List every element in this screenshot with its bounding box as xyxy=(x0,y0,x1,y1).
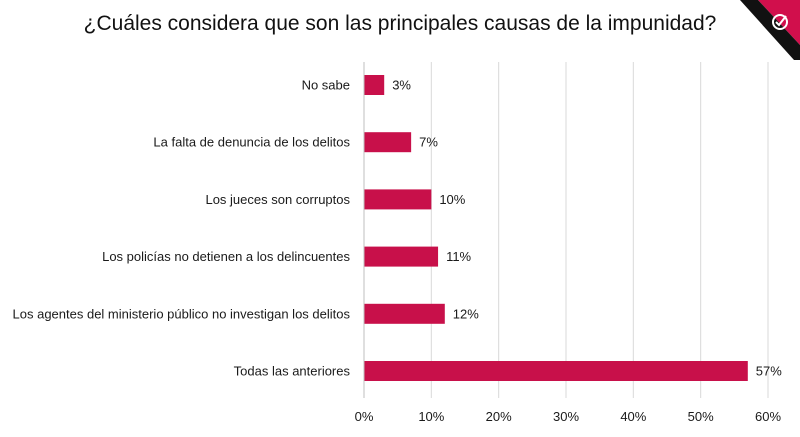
category-label: Los jueces son corruptos xyxy=(205,192,350,207)
logo-shadow xyxy=(740,0,800,60)
category-label: Los agentes del ministerio público no in… xyxy=(13,306,351,321)
x-tick-label: 40% xyxy=(620,409,646,424)
logo-circle xyxy=(772,14,788,30)
bar xyxy=(364,75,385,95)
check-icon xyxy=(775,15,787,27)
value-label: 3% xyxy=(392,78,411,93)
x-tick-label: 10% xyxy=(418,409,444,424)
x-tick-label: 50% xyxy=(688,409,714,424)
bar xyxy=(364,189,432,210)
x-tick-label: 20% xyxy=(486,409,512,424)
x-tick-label: 0% xyxy=(355,409,374,424)
x-tick-label: 30% xyxy=(553,409,579,424)
value-label: 11% xyxy=(446,249,471,264)
value-label: 12% xyxy=(453,306,479,321)
bar xyxy=(364,132,412,153)
bar xyxy=(364,303,445,324)
category-label: La falta de denuncia de los delitos xyxy=(153,135,350,150)
x-tick-label: 60% xyxy=(755,409,781,424)
value-label: 10% xyxy=(439,192,465,207)
category-label: Los policías no detienen a los delincuen… xyxy=(102,249,350,264)
bar xyxy=(364,361,748,381)
value-label: 7% xyxy=(419,135,438,150)
chart-title: ¿Cuáles considera que son las principale… xyxy=(83,12,717,35)
bar xyxy=(364,246,439,267)
value-label: 57% xyxy=(756,364,782,379)
category-label: No sabe xyxy=(302,78,350,93)
category-label: Todas las anteriores xyxy=(234,364,351,379)
checkmark-logo xyxy=(740,0,800,60)
